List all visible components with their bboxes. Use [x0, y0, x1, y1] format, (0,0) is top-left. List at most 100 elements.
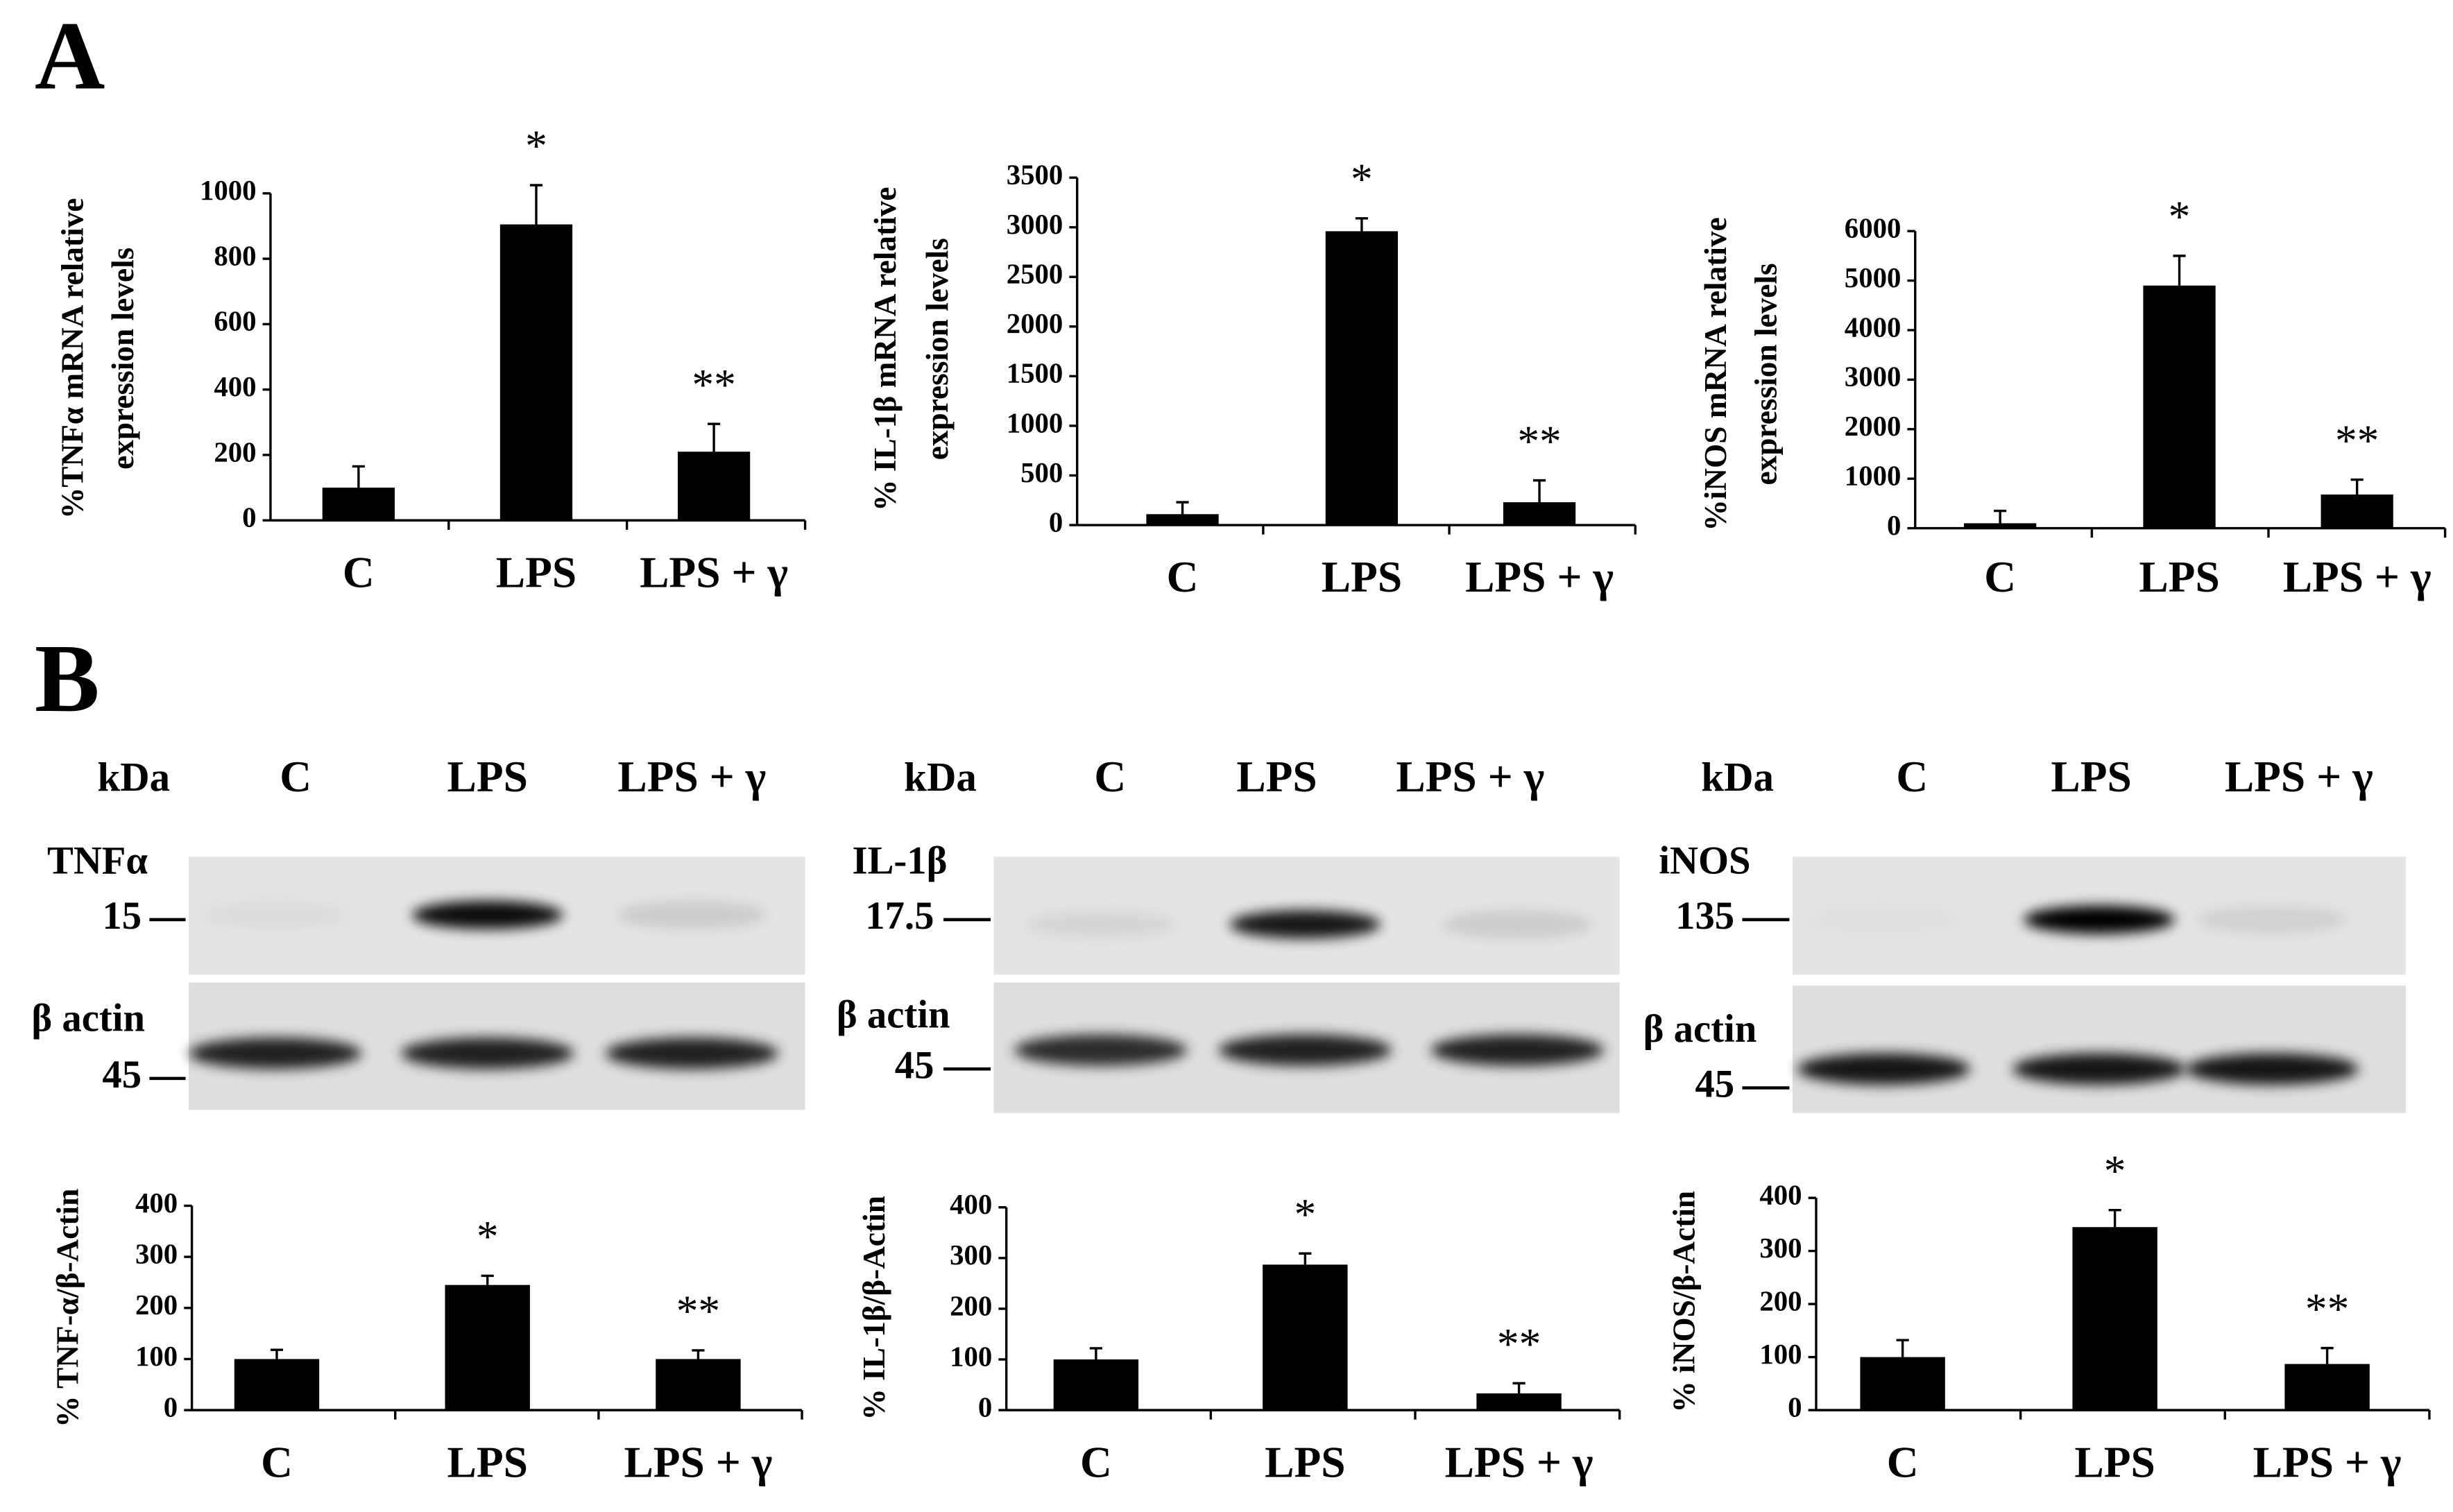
y-tick-label: 4000	[1845, 311, 1901, 343]
kda-label: 45	[102, 1054, 142, 1097]
x-tick-label: LPS	[496, 547, 576, 596]
annotation: *	[525, 121, 547, 171]
blot-header: kDa	[1701, 754, 1774, 800]
x-tick-label: C	[1984, 552, 2016, 601]
lane-label: C	[1896, 752, 1928, 801]
bar	[1964, 523, 2037, 529]
kda-label: 135	[1675, 895, 1734, 938]
lane-label: LPS + γ	[617, 752, 766, 801]
bar	[1860, 1357, 1945, 1411]
blot-band	[616, 900, 768, 929]
y-axis-label: % IL-1β/β-Actin	[857, 1196, 891, 1420]
y-tick-label: 200	[1759, 1285, 1802, 1316]
blot-band	[401, 1037, 574, 1069]
y-axis-label: %iNOS mRNA relative	[1698, 217, 1733, 531]
y-axis-label: %TNFα mRNA relative	[55, 198, 89, 519]
bar	[234, 1359, 320, 1411]
bar	[2284, 1364, 2370, 1411]
x-tick-label: LPS	[2074, 1437, 2155, 1486]
x-tick-label: C	[1167, 552, 1199, 601]
bar	[1263, 1264, 1348, 1411]
bar	[656, 1359, 741, 1411]
actin-label: β actin	[31, 997, 145, 1040]
blot-band	[189, 1037, 362, 1069]
y-tick-label: 100	[135, 1341, 178, 1372]
y-tick-label: 200	[214, 436, 256, 467]
y-tick-label: 2000	[1007, 308, 1063, 339]
x-tick-label: C	[343, 547, 375, 596]
protein-label: iNOS	[1659, 840, 1750, 883]
y-tick-label: 0	[1788, 1391, 1802, 1423]
bar	[499, 224, 573, 521]
y-tick-label: 1000	[1845, 461, 1901, 492]
annotation: **	[676, 1287, 720, 1336]
y-tick-label: 100	[950, 1341, 992, 1372]
kda-label: 45	[895, 1044, 934, 1087]
y-tick-label: 0	[164, 1391, 178, 1423]
x-tick-label: LPS	[1322, 552, 1402, 601]
y-tick-label: 500	[1020, 457, 1063, 488]
bar	[677, 452, 751, 521]
bar	[1325, 231, 1399, 526]
y-tick-label: 1500	[1007, 358, 1063, 389]
y-tick-label: 200	[950, 1290, 992, 1321]
annotation: **	[2305, 1284, 2349, 1333]
annotation: *	[2104, 1146, 2126, 1195]
x-tick-label: LPS + γ	[640, 547, 788, 596]
blot-band	[1430, 1034, 1604, 1066]
lane-label: LPS	[2051, 752, 2131, 801]
blot-band	[1025, 910, 1177, 939]
x-tick-label: C	[1887, 1437, 1919, 1486]
x-tick-label: LPS	[2139, 552, 2219, 601]
x-tick-label: LPS	[447, 1437, 528, 1486]
bar	[2072, 1227, 2157, 1411]
x-tick-label: LPS + γ	[624, 1437, 772, 1486]
x-tick-label: LPS + γ	[1465, 552, 1614, 601]
annotation: *	[1351, 155, 1373, 204]
blot-image	[1792, 986, 2406, 1113]
blot-band	[2185, 1053, 2359, 1085]
panel-label: A	[35, 2, 105, 110]
y-tick-label: 1000	[200, 175, 257, 206]
x-tick-label: LPS + γ	[2253, 1437, 2402, 1486]
x-tick-label: LPS	[1265, 1437, 1345, 1486]
lane-label: C	[280, 752, 311, 801]
annotation: **	[692, 360, 735, 409]
y-axis-label: % iNOS/β-Actin	[1667, 1191, 1702, 1413]
y-tick-label: 400	[1759, 1179, 1802, 1210]
blot-band	[2196, 905, 2348, 934]
blot-band	[1218, 1034, 1392, 1066]
y-tick-label: 600	[214, 306, 256, 337]
y-tick-label: 0	[1049, 506, 1063, 538]
blot-band	[2024, 905, 2175, 934]
bar	[1146, 514, 1219, 526]
bar	[1476, 1393, 1562, 1411]
y-tick-label: 3000	[1845, 361, 1901, 393]
annotation: *	[1294, 1189, 1316, 1239]
lane-label: C	[1094, 752, 1126, 801]
blot-band	[1797, 1053, 1971, 1085]
lane-label: LPS	[447, 752, 528, 801]
blot-band	[1014, 1034, 1188, 1066]
y-tick-label: 800	[214, 240, 256, 271]
y-tick-label: 200	[135, 1289, 178, 1321]
actin-label: β actin	[837, 994, 950, 1037]
y-tick-label: 2500	[1007, 259, 1063, 290]
x-tick-label: LPS + γ	[1445, 1437, 1593, 1486]
protein-label: IL-1β	[853, 840, 948, 883]
x-tick-label: C	[1080, 1437, 1112, 1486]
y-tick-label: 400	[214, 371, 256, 402]
kda-label: 45	[1695, 1063, 1734, 1106]
blot-band	[605, 1037, 779, 1069]
y-axis-label: expression levels	[1748, 263, 1783, 485]
kda-label: 15	[102, 895, 142, 938]
y-tick-label: 3500	[1007, 159, 1063, 190]
blot-band	[1229, 910, 1381, 939]
x-tick-label: C	[261, 1437, 293, 1486]
blot-band	[1442, 910, 1593, 939]
y-tick-label: 400	[950, 1189, 992, 1220]
panel-label: B	[35, 625, 100, 732]
y-tick-label: 300	[1759, 1232, 1802, 1264]
blot-header: kDa	[97, 754, 170, 800]
